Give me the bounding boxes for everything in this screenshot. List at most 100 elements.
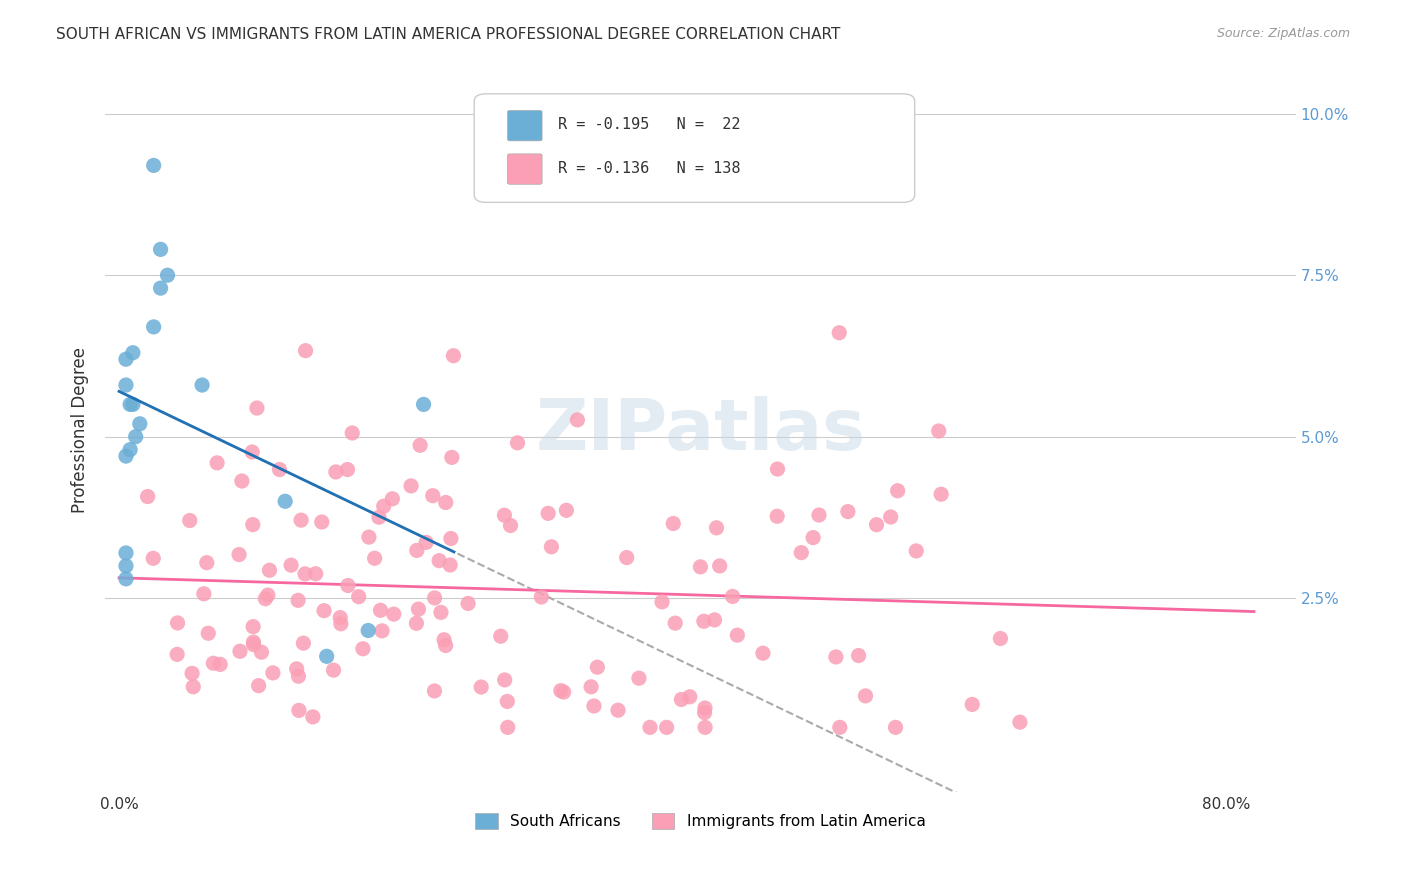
Point	[294, 566, 316, 581]
Point	[352, 641, 374, 656]
Y-axis label: Professional Degree: Professional Degree	[72, 347, 89, 513]
Point	[884, 720, 907, 734]
Point	[329, 616, 352, 631]
Point	[197, 626, 219, 640]
Point	[120, 397, 142, 411]
Point	[242, 517, 264, 532]
Point	[371, 624, 394, 638]
Point	[689, 559, 711, 574]
Point	[115, 572, 138, 586]
Point	[256, 588, 278, 602]
Point	[115, 378, 138, 392]
Point	[655, 720, 678, 734]
Point	[149, 281, 172, 295]
Point	[415, 535, 437, 549]
Point	[240, 445, 263, 459]
Point	[879, 510, 901, 524]
Point	[205, 456, 228, 470]
Point	[115, 558, 138, 573]
Point	[405, 616, 427, 631]
Point	[259, 563, 281, 577]
Point	[725, 628, 748, 642]
Point	[499, 518, 522, 533]
Point	[329, 610, 352, 624]
Point	[399, 479, 422, 493]
Point	[721, 590, 744, 604]
Point	[825, 649, 848, 664]
Point	[181, 680, 204, 694]
Point	[115, 546, 138, 560]
Point	[124, 430, 146, 444]
Point	[149, 243, 172, 257]
Point	[292, 636, 315, 650]
Point	[671, 692, 693, 706]
Point	[848, 648, 870, 663]
FancyBboxPatch shape	[508, 154, 543, 185]
Point	[122, 345, 145, 359]
Point	[242, 635, 264, 649]
Point	[430, 606, 453, 620]
Point	[1008, 715, 1031, 730]
Text: R = -0.136   N = 138: R = -0.136 N = 138	[558, 161, 740, 176]
Point	[709, 558, 731, 573]
Point	[209, 657, 232, 672]
Point	[115, 352, 138, 367]
Point	[662, 516, 685, 531]
Point	[322, 663, 344, 677]
Point	[302, 710, 325, 724]
Point	[269, 462, 291, 476]
Point	[553, 685, 575, 699]
Point	[305, 566, 328, 581]
Point	[287, 593, 309, 607]
Point	[886, 483, 908, 498]
Point	[202, 657, 225, 671]
Point	[142, 551, 165, 566]
Point	[489, 629, 512, 643]
Point	[638, 720, 661, 734]
Point	[434, 495, 457, 509]
Point	[693, 706, 716, 720]
Point	[801, 531, 824, 545]
Legend: South Africans, Immigrants from Latin America: South Africans, Immigrants from Latin Am…	[470, 806, 932, 835]
Point	[664, 616, 686, 631]
Point	[115, 449, 138, 463]
Point	[582, 698, 605, 713]
Point	[703, 613, 725, 627]
Text: R = -0.195   N =  22: R = -0.195 N = 22	[558, 118, 740, 132]
Point	[405, 543, 427, 558]
Point	[790, 546, 813, 560]
Point	[262, 665, 284, 680]
Point	[457, 596, 479, 610]
Point	[312, 604, 335, 618]
Point	[409, 438, 432, 452]
Point	[229, 644, 252, 658]
Point	[470, 680, 492, 694]
Point	[555, 503, 578, 517]
Point	[181, 666, 204, 681]
Point	[231, 474, 253, 488]
Point	[440, 532, 463, 546]
FancyBboxPatch shape	[508, 111, 543, 141]
Point	[195, 556, 218, 570]
Point	[242, 638, 264, 652]
Point	[506, 435, 529, 450]
Point	[254, 591, 277, 606]
Point	[865, 517, 887, 532]
Point	[166, 615, 188, 630]
Point	[325, 465, 347, 479]
Point	[567, 413, 589, 427]
Point	[142, 319, 165, 334]
Point	[693, 720, 716, 734]
Point	[120, 442, 142, 457]
Point	[368, 510, 391, 524]
Point	[412, 397, 434, 411]
Point	[142, 158, 165, 172]
Point	[440, 450, 463, 465]
Text: ZIPatlas: ZIPatlas	[536, 396, 866, 465]
Point	[494, 673, 516, 687]
Point	[828, 326, 851, 340]
Point	[280, 558, 302, 573]
Point	[294, 343, 316, 358]
Point	[156, 268, 179, 283]
Point	[443, 349, 465, 363]
